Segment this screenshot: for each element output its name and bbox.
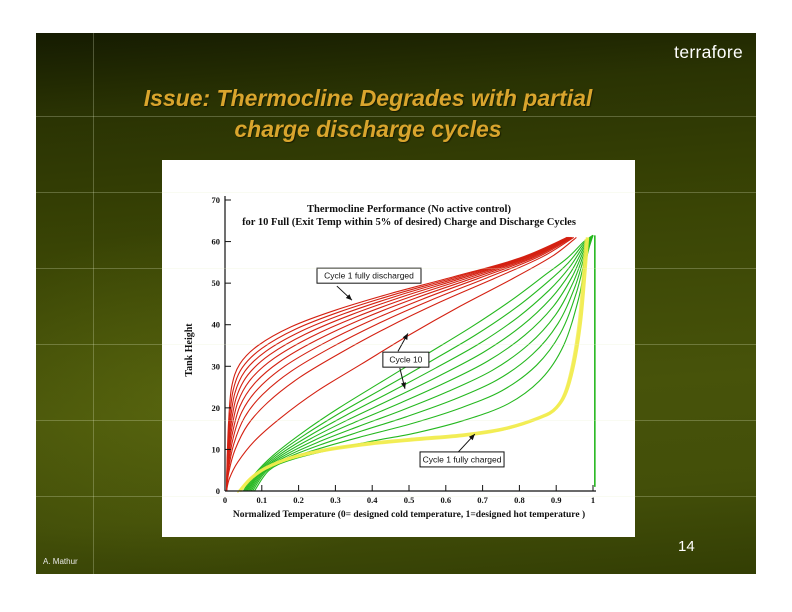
svg-text:Thermocline Performance (No ac: Thermocline Performance (No active contr… <box>307 204 511 215</box>
thermocline-chart-svg: Thermocline Performance (No active contr… <box>184 195 596 520</box>
svg-text:0.5: 0.5 <box>404 495 415 505</box>
axis-tick-labels: 0 10 20 30 40 50 60 70 0 0.1 0.2 0.3 0.4 0.5 0.6 0.7 0.8… <box>212 195 596 505</box>
presentation-slide: terrafore Issue: Thermocline Degrades wi… <box>36 33 756 574</box>
svg-text:70: 70 <box>212 195 221 205</box>
annotation-2: Cycle 10 <box>382 333 430 389</box>
annotation-1: Cycle 1 fully discharged <box>316 267 422 301</box>
slide-title-line1: Issue: Thermocline Degrades with partial <box>143 85 593 111</box>
svg-text:Cycle 1 fully discharged: Cycle 1 fully discharged <box>324 271 414 281</box>
svg-text:0.2: 0.2 <box>293 495 304 505</box>
svg-text:50: 50 <box>212 278 221 288</box>
cycle1-charged-curve <box>236 237 590 494</box>
svg-text:0.4: 0.4 <box>367 495 378 505</box>
svg-text:0: 0 <box>223 495 227 505</box>
svg-text:0.3: 0.3 <box>330 495 341 505</box>
svg-text:30: 30 <box>212 361 221 371</box>
annotation-3: Cycle 1 fully charged <box>419 433 505 468</box>
author-credit: A. Mathur <box>43 557 78 566</box>
svg-text:0.6: 0.6 <box>440 495 451 505</box>
axis-ticks <box>224 199 594 492</box>
slide-title: Issue: Thermocline Degrades with partial… <box>36 83 700 145</box>
chart-title: Thermocline Performance (No active contr… <box>242 204 576 228</box>
svg-text:40: 40 <box>212 320 221 330</box>
slide-title-line2: charge discharge cycles <box>234 116 502 142</box>
svg-text:0.1: 0.1 <box>256 495 267 505</box>
chart-axes <box>224 196 596 492</box>
svg-text:0: 0 <box>216 486 220 496</box>
svg-text:for 10 Full (Exit Temp within: for 10 Full (Exit Temp within 5% of desi… <box>242 217 576 228</box>
discharge-curves <box>225 236 577 492</box>
svg-text:0.9: 0.9 <box>551 495 562 505</box>
terrafore-logo: terrafore <box>674 42 743 62</box>
y-axis-label: Tank Height <box>184 323 195 377</box>
svg-text:0.8: 0.8 <box>514 495 525 505</box>
svg-text:20: 20 <box>212 403 221 413</box>
svg-text:10: 10 <box>212 444 221 454</box>
x-axis-label: Normalized Temperature (0= designed cold… <box>233 509 585 520</box>
svg-text:Cycle 10: Cycle 10 <box>389 355 422 365</box>
svg-text:1: 1 <box>591 495 595 505</box>
svg-text:60: 60 <box>212 237 221 247</box>
svg-text:Cycle 1 fully charged: Cycle 1 fully charged <box>423 454 502 464</box>
thermocline-chart-figure: Thermocline Performance (No active contr… <box>162 160 635 537</box>
svg-text:0.7: 0.7 <box>477 495 488 505</box>
slide-page-number: 14 <box>678 538 695 555</box>
